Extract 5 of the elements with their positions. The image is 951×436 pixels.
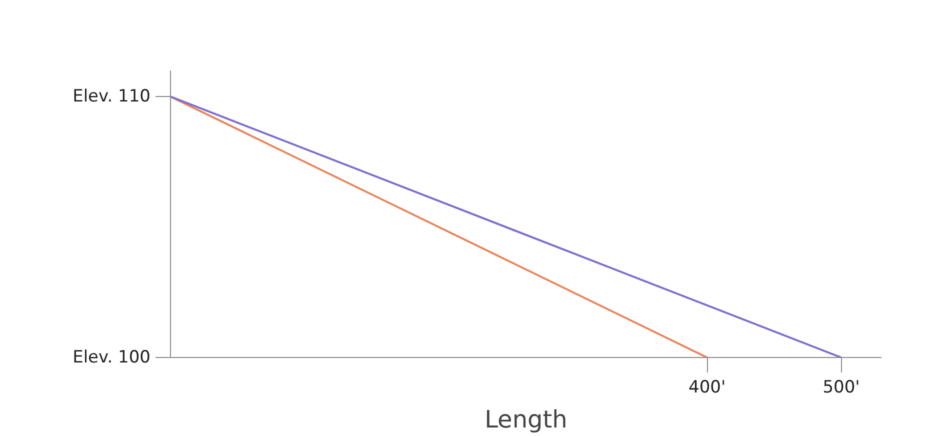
x-tick-label: 400' <box>688 378 726 398</box>
y-tick-label: Elev. 110 <box>72 86 150 107</box>
x-tick-label: 500' <box>822 378 860 398</box>
x-axis-title: Length <box>484 406 568 434</box>
y-tick-label: Elev. 100 <box>72 348 150 368</box>
